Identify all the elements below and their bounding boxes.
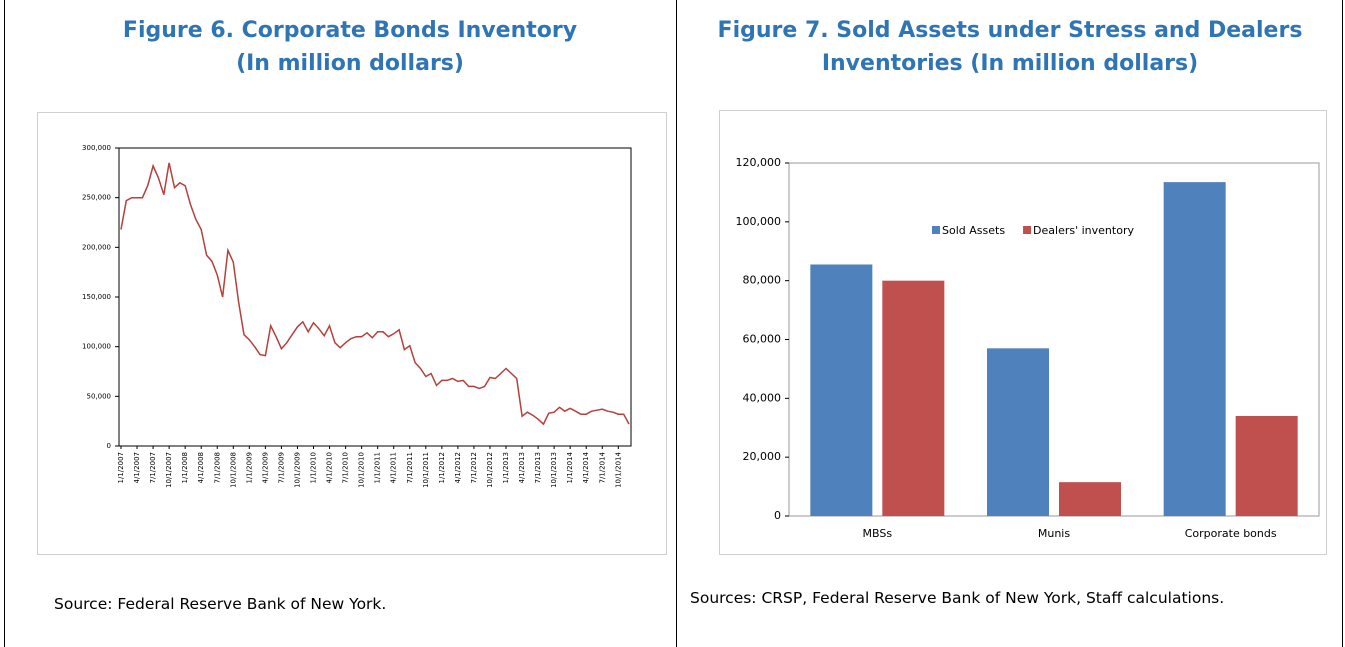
- bar: [810, 264, 873, 516]
- right-cell: [675, 0, 1343, 647]
- x-tick-label: 7/1/2013: [534, 452, 542, 483]
- y-tick-label: 250,000: [82, 194, 111, 202]
- chart: 0 50,000 100,000 150,000 200,000 250,000 300,0…: [82, 144, 632, 488]
- x-tick-label: 4/1/2008: [197, 452, 205, 483]
- y-tick-label: 200,000: [82, 243, 111, 251]
- y-tick-label: 100,000: [82, 343, 111, 351]
- legend-swatch: [932, 226, 940, 234]
- x-tick-label: 10/1/2010: [358, 452, 366, 488]
- x-tick-label: 7/1/2009: [277, 452, 285, 483]
- y-tick-label: 0: [107, 442, 111, 450]
- x-tick-label: 10/1/2014: [614, 451, 622, 487]
- x-tick-label: 4/1/2009: [261, 452, 269, 483]
- x-tick-label: 7/1/2014: [598, 451, 606, 483]
- title-line: Figure 7. Sold Assets under Stress and D…: [717, 18, 1303, 43]
- y-tick-label: 40,000: [743, 391, 782, 404]
- legend-label: Sold Assets: [942, 224, 1005, 237]
- x-tick-label: MBSs: [863, 527, 893, 540]
- x-tick-label: 10/1/2009: [293, 452, 301, 488]
- x-tick-label: 7/1/2007: [149, 452, 157, 483]
- x-tick-label: 4/1/2011: [390, 452, 398, 483]
- x-tick-label: 10/1/2007: [165, 452, 173, 488]
- y-tick-label: 120,000: [736, 156, 782, 169]
- title-line: (In million dollars): [236, 51, 464, 76]
- chart: 0 20,000 40,000 60,000 80,000 100,000 120,000 M…: [736, 156, 1320, 540]
- bar: [1235, 415, 1298, 516]
- x-tick-label: 10/1/2013: [550, 452, 558, 488]
- plot-area: [118, 147, 632, 447]
- x-tick-label: 7/1/2010: [342, 452, 350, 483]
- title-line: Figure 6. Corporate Bonds Inventory: [122, 18, 578, 43]
- y-tick-label: 20,000: [743, 450, 782, 463]
- y-tick-label: 60,000: [743, 333, 782, 346]
- figure-title: Figure 7. Sold Assets under Stress and D…: [680, 14, 1340, 80]
- x-tick-label: 1/1/2012: [438, 452, 446, 483]
- x-tick-label: 4/1/2014: [582, 451, 590, 483]
- x-tick-label: 7/1/2011: [406, 452, 414, 483]
- x-tick-label: 4/1/2007: [133, 452, 141, 483]
- figure-title: Figure 6. Corporate Bonds Inventory (In …: [40, 14, 660, 80]
- x-tick-label: 7/1/2008: [213, 452, 221, 483]
- x-tick-label: 4/1/2010: [326, 452, 334, 483]
- x-tick-label: 4/1/2012: [454, 452, 462, 483]
- x-tick-label: Munis: [1038, 527, 1070, 540]
- x-tick-label: 1/1/2011: [374, 452, 382, 483]
- x-tick-label: Corporate bonds: [1185, 527, 1277, 540]
- chart-frame: 0 20,000 40,000 60,000 80,000 100,000 120,000 M…: [719, 110, 1327, 555]
- x-tick-label: 1/1/2009: [245, 452, 253, 483]
- x-tick-label: 1/1/2013: [502, 452, 510, 483]
- x-tick-label: 4/1/2013: [518, 452, 526, 483]
- bar: [1059, 482, 1121, 516]
- y-tick-label: 0: [774, 509, 781, 522]
- y-tick-label: 100,000: [736, 215, 782, 228]
- bar: [882, 280, 945, 516]
- x-tick-label: 1/1/2007: [117, 452, 125, 483]
- y-tick-label: 50,000: [87, 392, 112, 400]
- legend-label: Dealers' inventory: [1033, 224, 1134, 237]
- x-tick-label: 1/1/2014: [566, 451, 574, 483]
- x-tick-label: 10/1/2008: [229, 452, 237, 488]
- data-line: [120, 162, 630, 426]
- y-tick-label: 300,000: [82, 144, 111, 152]
- bar: [987, 348, 1049, 516]
- title-line: Inventories (In million dollars): [821, 51, 1199, 76]
- bar: [1163, 182, 1226, 516]
- y-tick-label: 150,000: [82, 293, 111, 301]
- chart-frame: 0 50,000 100,000 150,000 200,000 250,000 300,0…: [37, 112, 667, 555]
- source-note: Sources: CRSP, Federal Reserve Bank of N…: [690, 589, 1225, 607]
- x-tick-label: 10/1/2012: [486, 452, 494, 488]
- y-tick-label: 80,000: [743, 274, 782, 287]
- source-note: Source: Federal Reserve Bank of New York…: [54, 595, 387, 613]
- x-tick-label: 1/1/2010: [310, 452, 318, 483]
- left-cell: [4, 0, 677, 647]
- x-tick-label: 10/1/2011: [422, 452, 430, 488]
- x-tick-label: 1/1/2008: [181, 452, 189, 483]
- legend-swatch: [1023, 226, 1032, 234]
- x-tick-label: 7/1/2012: [470, 452, 478, 483]
